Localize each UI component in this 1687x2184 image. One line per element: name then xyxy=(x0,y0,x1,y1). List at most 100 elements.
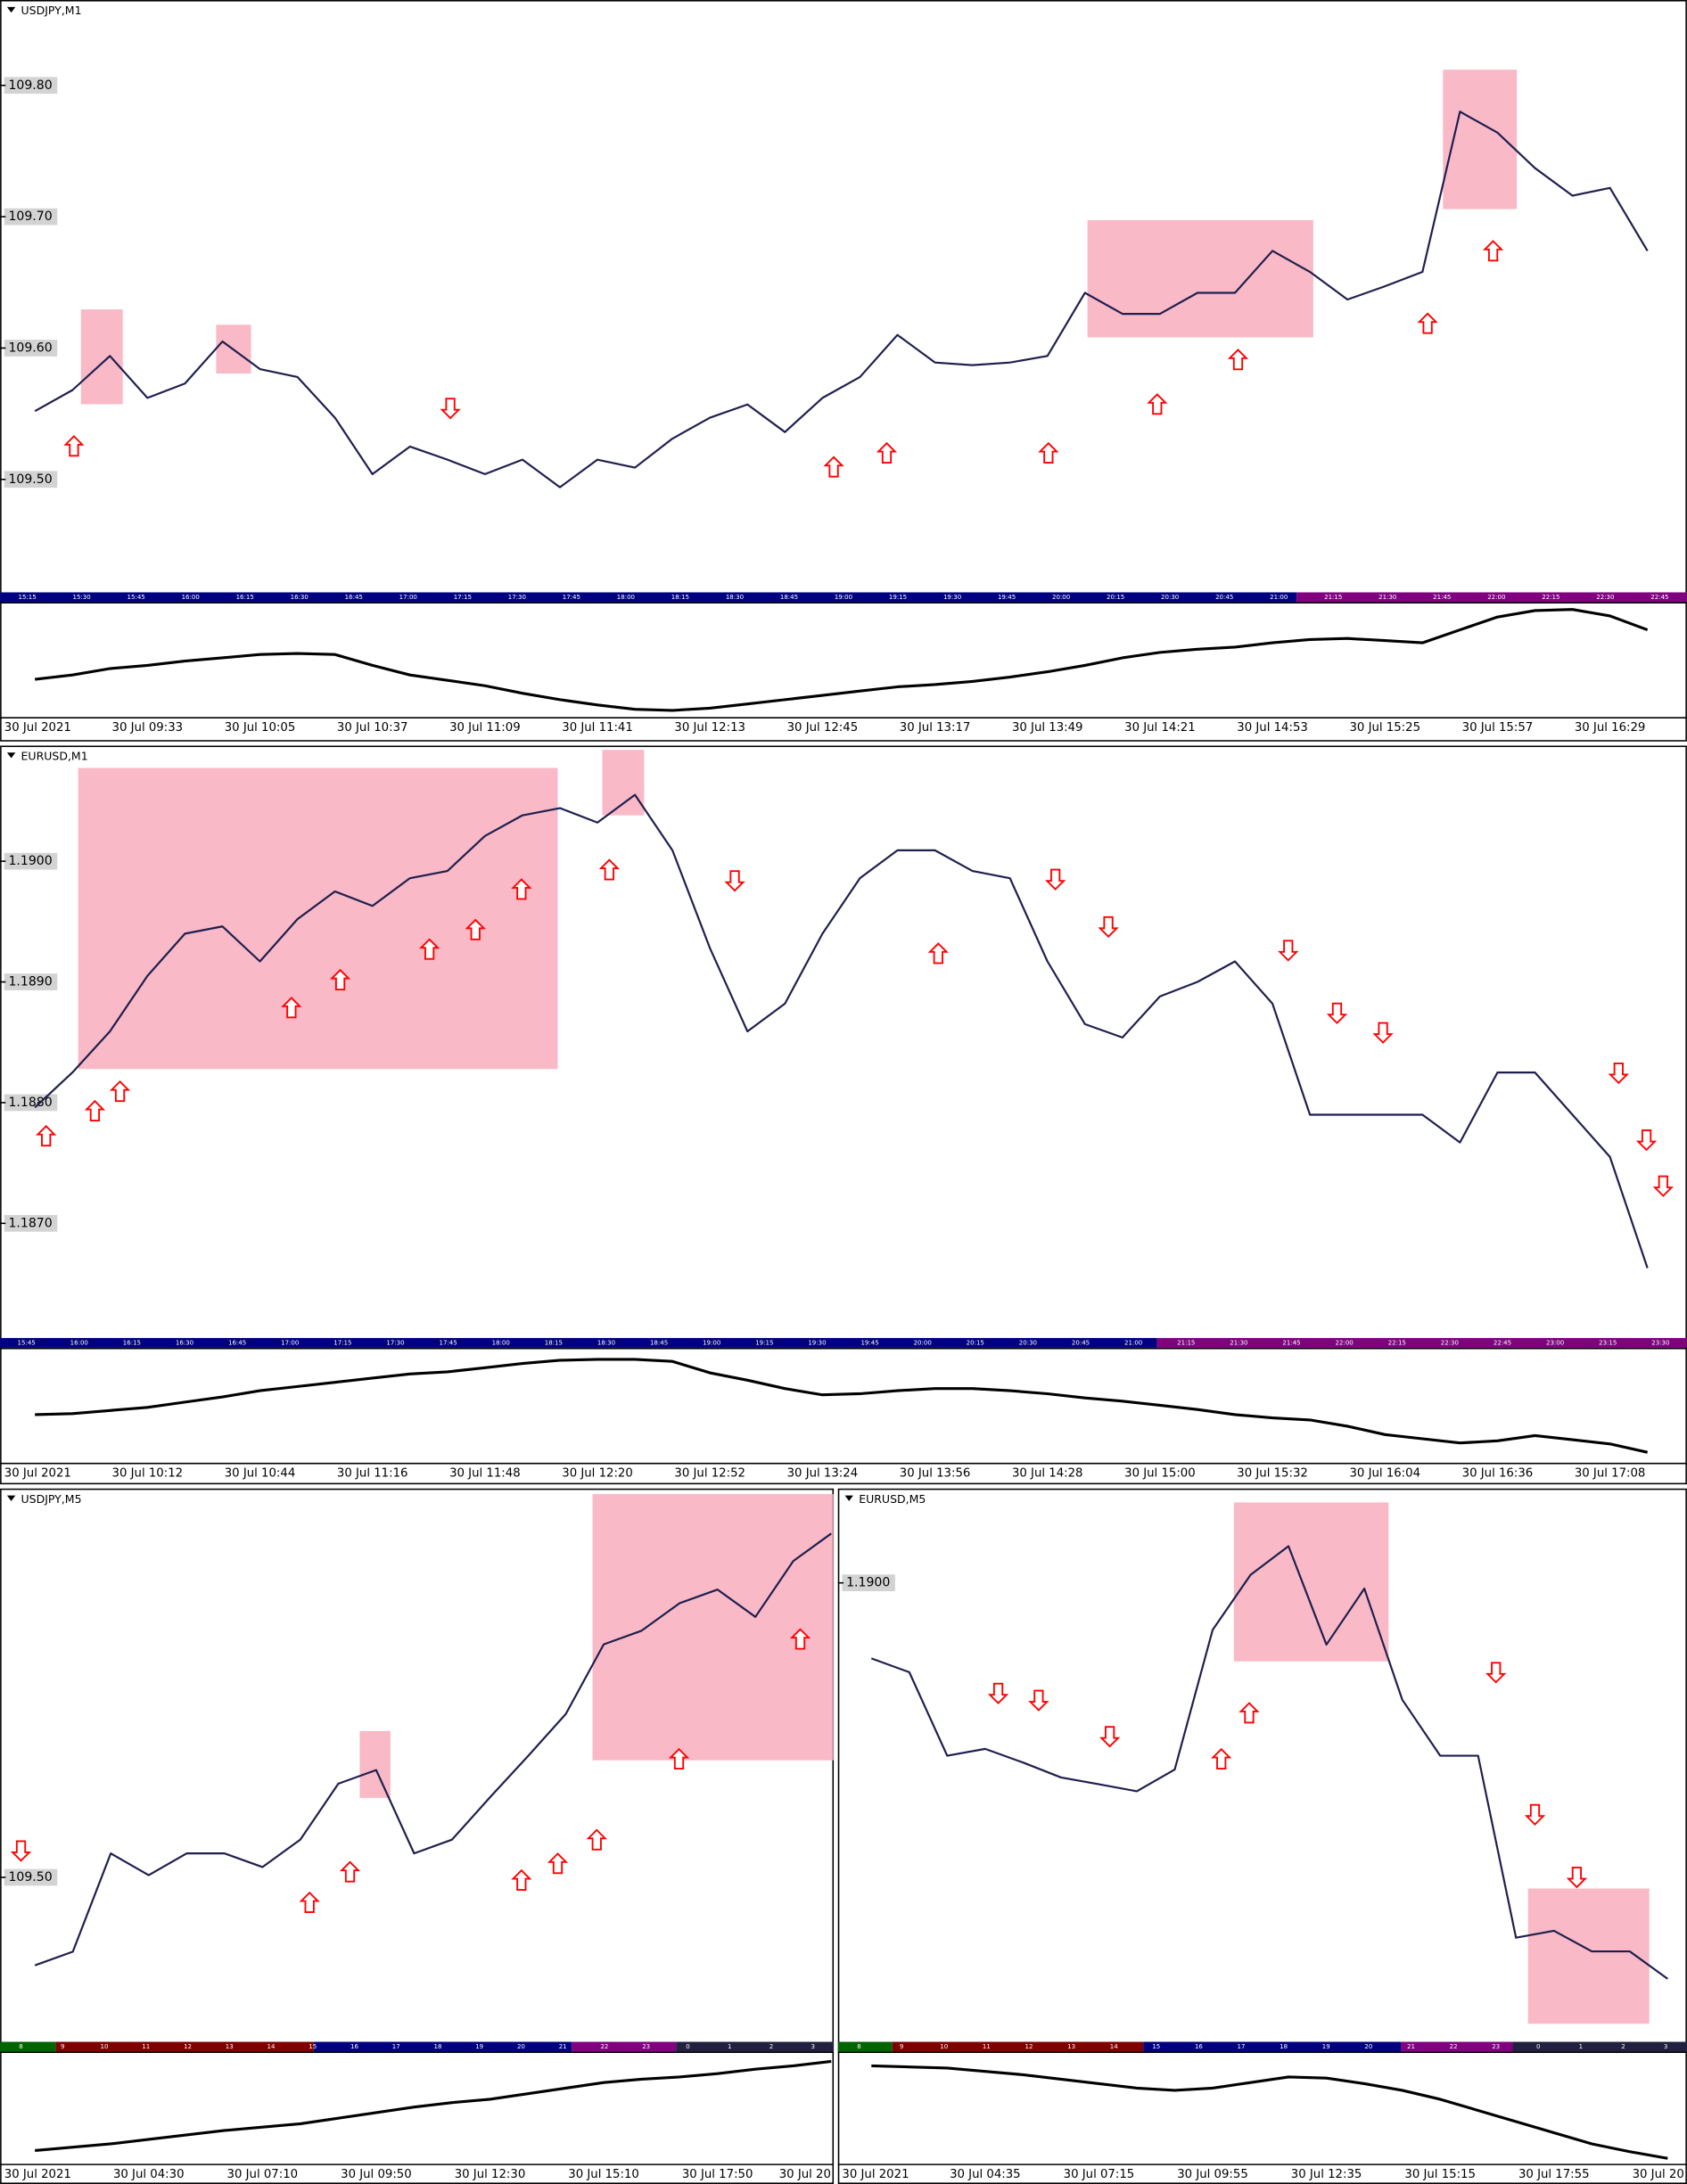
x-tick-label: 30 Jul 11:48 xyxy=(449,1467,521,1481)
time-strip-label: 14 xyxy=(267,2042,275,2050)
time-strip-label: 16:45 xyxy=(345,593,363,601)
signal-arrow-up xyxy=(876,441,898,464)
x-tick-label: 30 Jul 13:49 xyxy=(1012,721,1083,735)
time-strip xyxy=(572,2041,677,2052)
x-tick-label: 30 Jul 15:10 xyxy=(568,2168,639,2181)
signal-arrow-up xyxy=(465,918,486,940)
highlight-zone xyxy=(359,1730,391,1798)
y-tick-label-bg xyxy=(4,77,58,94)
collapse-icon xyxy=(6,6,16,13)
signal-arrow-down xyxy=(1099,1726,1121,1748)
x-tick-label: 30 Jul 17:50 xyxy=(682,2168,753,2181)
signal-arrow-up xyxy=(586,1828,607,1851)
highlight-zone xyxy=(1527,1888,1650,2024)
y-tick-label-bg xyxy=(4,973,58,990)
signal-arrow-up xyxy=(1239,1702,1260,1724)
time-strip-label: 20:45 xyxy=(1072,1338,1090,1346)
time-strip-label: 19:15 xyxy=(755,1338,773,1346)
collapse-icon xyxy=(844,1495,853,1501)
y-tick-label: 1.1900 xyxy=(8,854,52,868)
time-strip-label: 19:30 xyxy=(808,1338,826,1346)
time-strip-label: 20 xyxy=(1364,2042,1372,2050)
time-strip-label: 21 xyxy=(1407,2042,1415,2050)
x-tick-label: 30 Jul 07:10 xyxy=(227,2168,299,2181)
signal-arrow-up xyxy=(598,858,620,881)
time-strip-label: 0 xyxy=(686,2042,689,2050)
time-strip-label: 20:15 xyxy=(967,1338,984,1346)
signal-arrow-up xyxy=(1227,349,1249,371)
time-strip-label: 17:00 xyxy=(281,1338,299,1346)
time-strip-label: 15:45 xyxy=(128,593,145,601)
time-strip-label: 2 xyxy=(769,2042,773,2050)
x-tick-label: 30 Jul 10:44 xyxy=(225,1467,296,1481)
y-tick-label-bg xyxy=(4,340,58,357)
y-tick-label: 109.50 xyxy=(8,1870,52,1884)
signal-arrow-down xyxy=(440,398,461,420)
time-strip-label: 17:30 xyxy=(508,593,526,601)
y-tick-label-bg xyxy=(4,1214,58,1232)
x-tick-label: 30 Jul 2021 xyxy=(4,2168,71,2181)
time-strip-label: 15:45 xyxy=(18,1338,36,1346)
time-strip-label: 22:15 xyxy=(1542,593,1559,601)
signal-arrow-down xyxy=(1045,868,1066,891)
signal-arrow-up xyxy=(1417,312,1438,334)
time-strip-label: 1 xyxy=(728,2042,731,2050)
y-tick-label: 109.80 xyxy=(8,78,52,93)
time-strip-label: 19:45 xyxy=(998,593,1016,601)
time-strip-label: 18:15 xyxy=(545,1338,563,1346)
time-strip-label: 22:15 xyxy=(1388,1338,1406,1346)
price-line xyxy=(34,793,1649,1269)
y-tick-label: 1.1900 xyxy=(846,1576,890,1590)
time-strip-label: 21:45 xyxy=(1282,1338,1300,1346)
highlight-zone xyxy=(592,1494,835,1761)
x-tick-label: 30 Jul 15:57 xyxy=(1462,721,1534,735)
x-tick-label: 30 Jul 04:30 xyxy=(113,2168,185,2181)
time-strip-label: 17 xyxy=(1238,2042,1246,2050)
chart-title: USDJPY,M5 xyxy=(21,1492,82,1506)
time-strip-label: 8 xyxy=(19,2042,22,2050)
time-strip-label: 17:15 xyxy=(454,593,472,601)
x-tick-label: 30 Jul 04:35 xyxy=(950,2168,1021,2181)
time-strip xyxy=(892,2041,1144,2052)
x-tick-label: 30 Jul 10:12 xyxy=(112,1467,184,1481)
x-tick-label: 30 Jul 15:25 xyxy=(1349,721,1420,735)
time-strip-label: 20:30 xyxy=(1161,593,1179,601)
highlight-zone xyxy=(1233,1502,1389,1662)
time-strip-label: 20:15 xyxy=(1107,593,1124,601)
collapse-icon xyxy=(6,1495,16,1501)
signal-arrow-up xyxy=(299,1891,320,1914)
time-strip-label: 21 xyxy=(559,2042,567,2050)
y-tick-label-bg xyxy=(4,208,58,226)
chart-title: USDJPY,M1 xyxy=(21,4,82,17)
time-strip-label: 1 xyxy=(1579,2042,1583,2050)
y-tick-label-bg xyxy=(4,1868,58,1886)
x-tick-label: 30 Jul 11:16 xyxy=(337,1467,408,1481)
price-line xyxy=(34,1532,832,1966)
time-strip-label: 3 xyxy=(811,2042,814,2050)
time-strip-label: 18:00 xyxy=(617,593,635,601)
x-tick-label: 30 Jul 17:08 xyxy=(1575,1467,1646,1481)
time-strip-label: 15:30 xyxy=(73,593,91,601)
price-line xyxy=(34,111,1649,489)
time-strip xyxy=(837,2041,893,2052)
chart-title: EURUSD,M1 xyxy=(21,749,88,762)
time-strip-label: 20:30 xyxy=(1019,1338,1037,1346)
x-tick-label: 30 Jul 15:15 xyxy=(1404,2168,1476,2181)
signal-arrow-down xyxy=(1566,1867,1588,1889)
signal-arrow-down xyxy=(1372,1022,1394,1044)
y-tick-label: 1.1870 xyxy=(8,1216,52,1230)
time-strip-label: 16 xyxy=(350,2042,358,2050)
signal-arrow-down xyxy=(1326,1002,1348,1024)
time-strip-label: 10 xyxy=(100,2042,108,2050)
oscillator-line xyxy=(35,1358,1649,1454)
signal-arrow-up xyxy=(84,1099,106,1121)
signal-arrow-up xyxy=(511,1868,532,1892)
signal-arrow-up xyxy=(1211,1747,1232,1770)
time-strip-label: 12 xyxy=(184,2042,192,2050)
time-strip-label: 22:30 xyxy=(1441,1338,1459,1346)
x-tick-label: 30 Jul 11:41 xyxy=(562,721,633,735)
signal-arrow-up xyxy=(1147,393,1168,415)
signal-arrow-up xyxy=(511,878,532,900)
signal-arrow-down xyxy=(1524,1803,1546,1826)
time-strip-label: 17:30 xyxy=(386,1338,404,1346)
